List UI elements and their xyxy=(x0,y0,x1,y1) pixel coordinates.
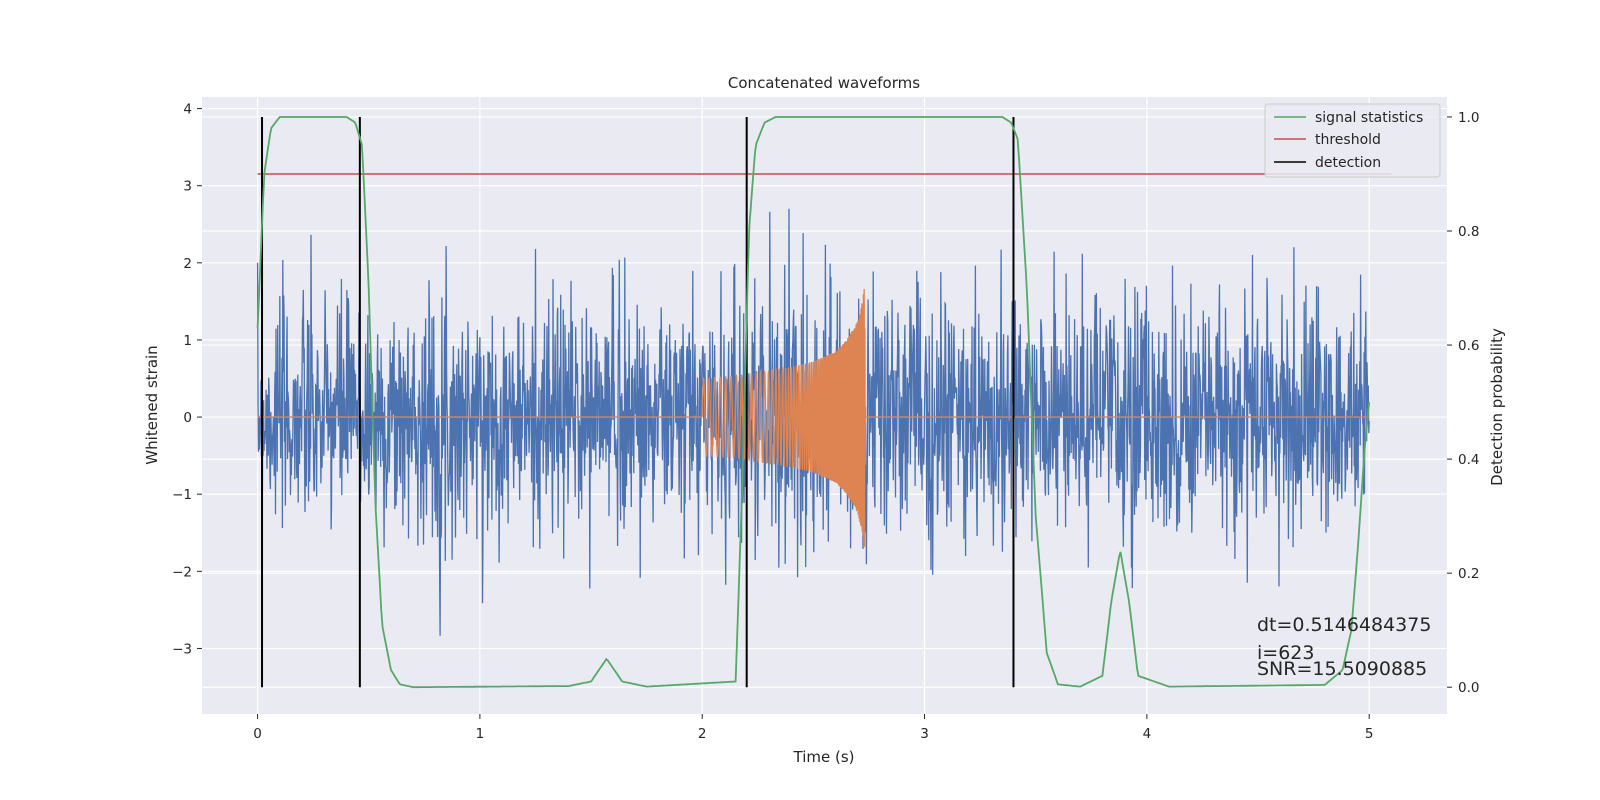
template-line xyxy=(257,289,1370,547)
y2-tick-label: 0.2 xyxy=(1458,566,1479,582)
probability-layer xyxy=(256,116,1392,689)
y2-tick-label: 0.8 xyxy=(1458,224,1479,240)
x-tick-label: 1 xyxy=(476,726,485,742)
x-tick-label: 3 xyxy=(920,726,929,742)
y-tick-label: 1 xyxy=(183,333,192,349)
y2-tick-label: 1.0 xyxy=(1458,110,1479,126)
signal-statistics-line xyxy=(256,116,1371,689)
x-tick-label: 4 xyxy=(1143,726,1152,742)
axis-ticks: 0 1 2 3 4 5 −3 −2 −1 0 1 2 3 4 0.0 0.2 0.4 0.6 0.8 1.0 xyxy=(172,102,1479,742)
chart-title: Concatenated waveforms xyxy=(728,74,920,92)
legend-label-threshold: threshold xyxy=(1315,132,1381,148)
legend-label-signal-statistics: signal statistics xyxy=(1315,110,1423,126)
y-tick-label: −1 xyxy=(172,487,192,503)
y2-axis-label: Detection probability xyxy=(1488,328,1506,486)
y-tick-label: −2 xyxy=(172,564,192,580)
legend: signal statistics threshold detection xyxy=(1264,103,1441,178)
legend-box xyxy=(1264,103,1441,178)
y-tick-label: 3 xyxy=(183,179,192,195)
y-tick-label: −3 xyxy=(172,641,192,657)
annotation-text: dt=0.5146484375 xyxy=(1257,614,1431,636)
x-tick-label: 5 xyxy=(1365,726,1374,742)
annotation-text: SNR=15.5090885 xyxy=(1257,658,1427,680)
x-tick-label: 2 xyxy=(698,726,707,742)
annotation-text: i=623 xyxy=(1257,642,1314,664)
y-tick-label: 4 xyxy=(183,102,192,118)
legend-label-detection: detection xyxy=(1315,155,1381,171)
y2-tick-label: 0.6 xyxy=(1458,338,1479,354)
strain-line xyxy=(256,208,1370,636)
y-tick-label: 0 xyxy=(183,410,192,426)
strain-series xyxy=(256,208,1370,636)
y2-tick-label: 0.0 xyxy=(1458,680,1479,696)
x-axis-label: Time (s) xyxy=(793,748,855,766)
x-tick-label: 0 xyxy=(253,726,262,742)
y2-tick-label: 0.4 xyxy=(1458,452,1479,468)
y-tick-label: 2 xyxy=(183,256,192,272)
template-series xyxy=(257,289,1370,547)
y-axis-label: Whitened strain xyxy=(143,345,161,464)
